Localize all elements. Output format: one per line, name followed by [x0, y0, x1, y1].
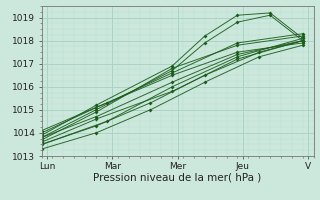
X-axis label: Pression niveau de la mer( hPa ): Pression niveau de la mer( hPa )	[93, 173, 262, 183]
